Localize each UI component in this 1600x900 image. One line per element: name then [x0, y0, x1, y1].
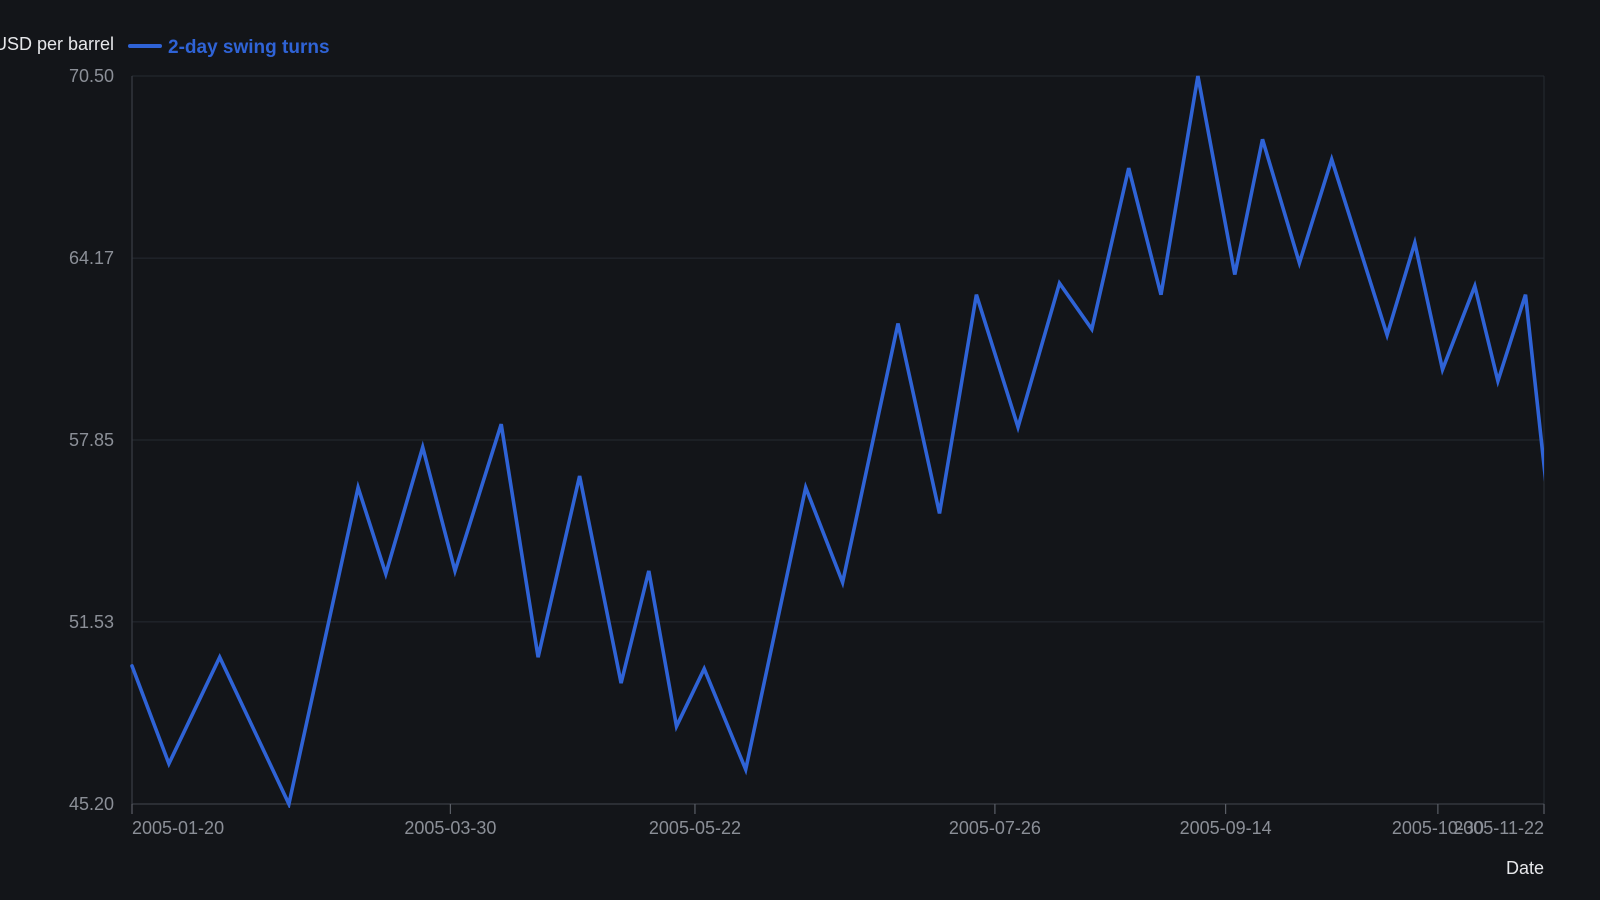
series-layer — [130, 75, 1544, 808]
grid-layer — [132, 75, 1545, 804]
y-tick-label: 57.85 — [69, 430, 114, 450]
legend-label: 2-day swing turns — [168, 37, 330, 58]
legend: 2-day swing turns — [128, 37, 330, 58]
y-tick-label: 51.53 — [69, 612, 114, 632]
x-tick-label: 2005-03-30 — [404, 818, 496, 838]
x-tick-label: 2005-07-26 — [949, 818, 1041, 838]
y-tick-label: 45.20 — [69, 794, 114, 814]
x-axis-title: Date — [1506, 858, 1544, 878]
axis-layer: 45.20 51.53 57.85 64.17 70.50 2005-01-20 2005-… — [69, 66, 1545, 838]
x-tick-label: 2005-10-30 — [1392, 818, 1484, 838]
x-tick-label: 2005-05-22 — [649, 818, 741, 838]
series-line-0 — [130, 75, 1544, 808]
x-tick-label: 2005-09-14 — [1180, 818, 1272, 838]
x-tick-label: 2005-01-20 — [132, 818, 224, 838]
x-tick-label: 2005-11-22 — [1453, 818, 1544, 838]
y-axis-title: USD per barrel — [0, 34, 114, 54]
y-tick-label: 70.50 — [69, 66, 114, 86]
y-tick-label: 64.17 — [69, 248, 114, 268]
